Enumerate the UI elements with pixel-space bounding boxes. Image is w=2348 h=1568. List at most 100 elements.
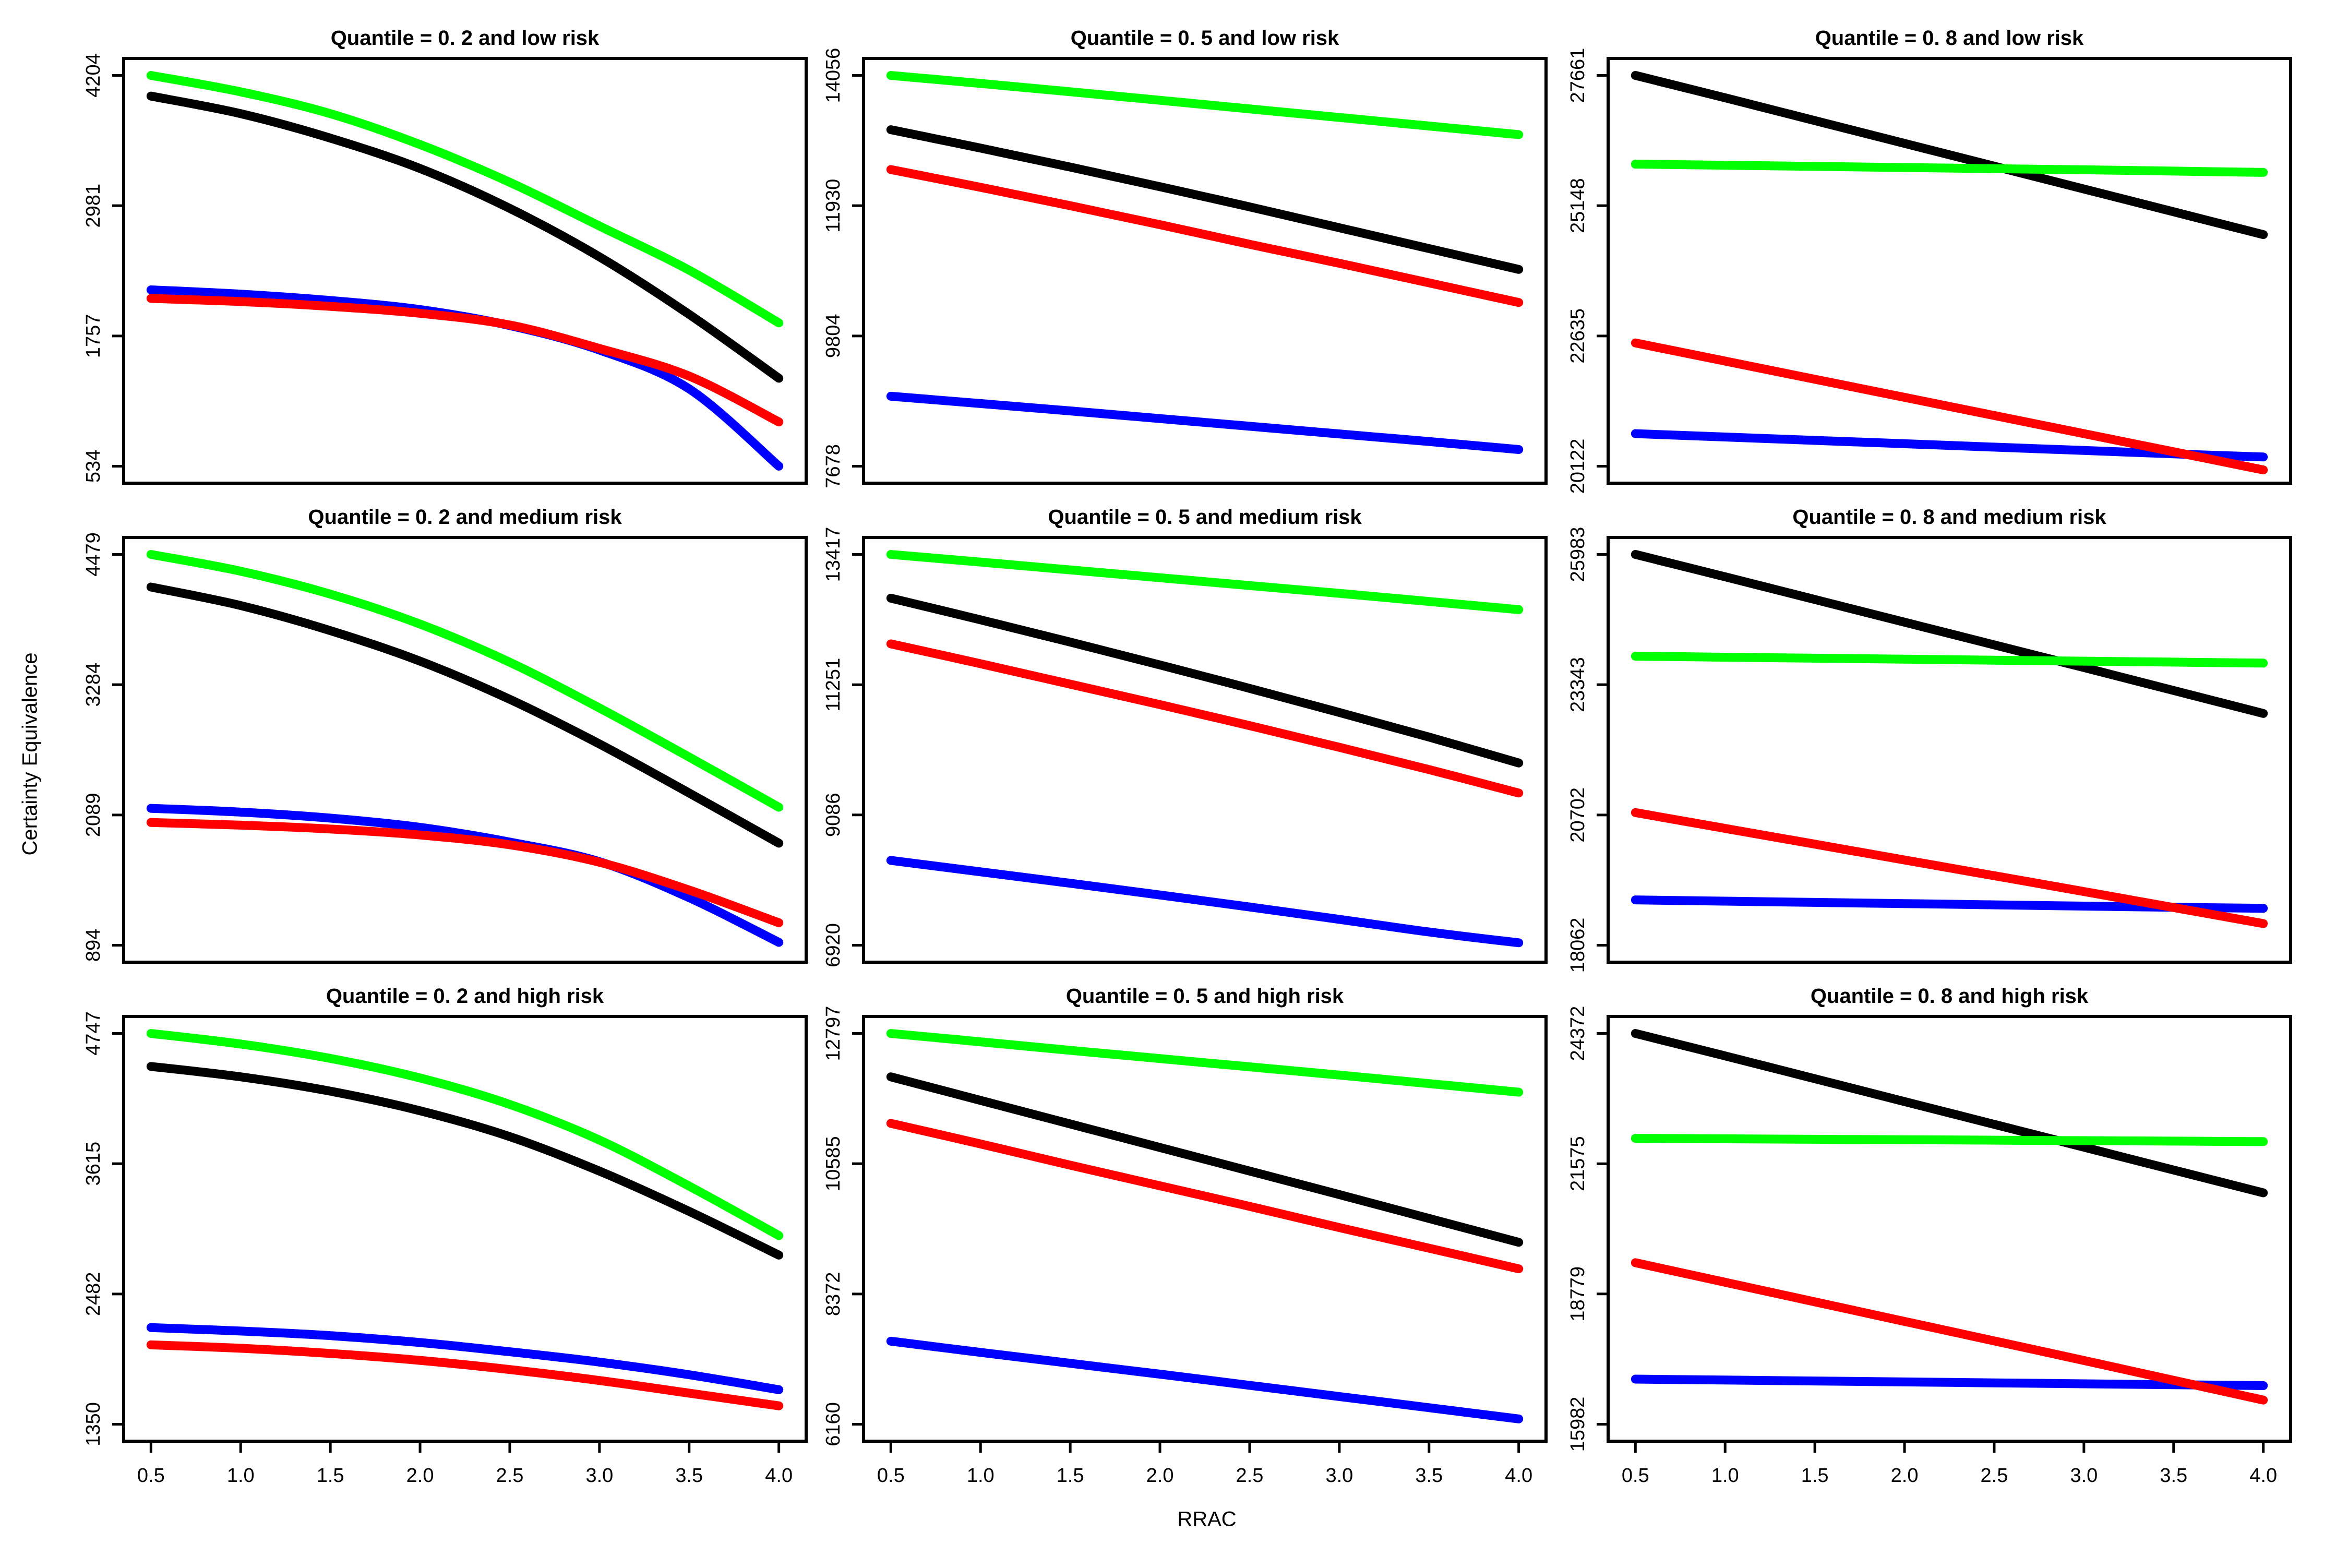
y-tick-label: 534 <box>82 450 104 483</box>
x-tick-label: 1.5 <box>1057 1465 1084 1487</box>
y-tick-label: 27661 <box>1567 48 1589 103</box>
series-line-green <box>146 550 784 812</box>
x-tick-label: 0.5 <box>877 1465 905 1487</box>
y-tick-label: 23343 <box>1567 657 1589 712</box>
y-tick-label: 894 <box>82 929 104 962</box>
x-tick-label: 3.0 <box>1325 1465 1353 1487</box>
x-tick-label: 0.5 <box>137 1465 165 1487</box>
series-line-black <box>1631 550 2268 718</box>
x-tick-label: 1.5 <box>1801 1465 1829 1487</box>
panel-title: Quantile = 0. 2 and high risk <box>326 985 604 1008</box>
series-line-black <box>886 1072 1524 1247</box>
y-tick-label: 18779 <box>1567 1266 1589 1322</box>
panel-quantile-0-2-and-high-risk: Quantile = 0. 2 and high risk 1350 2482 361… <box>82 985 808 1487</box>
series-line-blue <box>146 1323 784 1394</box>
series-line-green <box>1631 160 2268 177</box>
x-tick-label: 1.0 <box>227 1465 255 1487</box>
y-tick-label: 4479 <box>82 532 104 577</box>
panel-quantile-0-2-and-low-risk: Quantile = 0. 2 and low risk 534 1757 2981 4… <box>82 27 808 485</box>
y-axis-label: Certainty Equivalence <box>18 652 42 856</box>
x-tick-label: 2.5 <box>1236 1465 1264 1487</box>
panel-quantile-0-5-and-low-risk: Quantile = 0. 5 and low risk 7678 9804 1193… <box>822 27 1548 488</box>
y-tick-label: 13417 <box>822 527 844 582</box>
y-tick-label: 9086 <box>822 793 844 837</box>
plot-box <box>1607 536 2292 964</box>
x-tick-label: 2.0 <box>1146 1465 1174 1487</box>
y-tick-label: 11251 <box>822 658 844 712</box>
plot-box <box>122 1015 808 1443</box>
x-tick-label: 1.5 <box>317 1465 344 1487</box>
y-tick-label: 3284 <box>82 663 104 707</box>
series-line-red <box>886 165 1524 307</box>
series-line-blue <box>146 804 784 947</box>
x-tick-label: 1.0 <box>1711 1465 1739 1487</box>
x-tick-label: 1.0 <box>967 1465 995 1487</box>
x-tick-label: 0.5 <box>1622 1465 1649 1487</box>
series-line-red <box>886 1119 1524 1274</box>
series-line-red <box>886 639 1524 798</box>
series-line-red <box>146 294 784 427</box>
series-line-red <box>1631 808 2268 928</box>
series-line-red <box>146 818 784 927</box>
series-line-black <box>886 125 1524 274</box>
y-tick-label: 11930 <box>822 179 844 233</box>
panel-quantile-0-5-and-high-risk: Quantile = 0. 5 and high risk 6160 8372 105… <box>822 985 1548 1487</box>
x-tick-label: 2.0 <box>406 1465 434 1487</box>
plot-box <box>862 1015 1548 1443</box>
series-line-blue <box>886 1336 1524 1423</box>
x-tick-label: 4.0 <box>2249 1465 2277 1487</box>
y-tick-label: 15982 <box>1567 1397 1589 1452</box>
series-line-green <box>146 1029 784 1240</box>
y-tick-label: 9804 <box>822 314 844 358</box>
x-tick-label: 4.0 <box>765 1465 793 1487</box>
x-axis-label: RRAC <box>1177 1507 1237 1531</box>
y-tick-label: 18062 <box>1567 918 1589 973</box>
panel-title: Quantile = 0. 8 and medium risk <box>1792 506 2106 529</box>
panel-title: Quantile = 0. 2 and low risk <box>331 27 600 50</box>
y-tick-label: 25148 <box>1567 178 1589 233</box>
y-tick-label: 22635 <box>1567 308 1589 364</box>
plot-box <box>1607 57 2292 485</box>
series-line-black <box>1631 1029 2268 1198</box>
y-tick-label: 10585 <box>822 1136 844 1191</box>
plot-box <box>862 536 1548 964</box>
y-tick-label: 24372 <box>1567 1006 1589 1061</box>
y-tick-label: 1757 <box>82 314 104 358</box>
x-tick-label: 3.0 <box>2070 1465 2098 1487</box>
y-tick-label: 8372 <box>822 1272 844 1316</box>
y-tick-label: 14056 <box>822 48 844 103</box>
panel-title: Quantile = 0. 8 and low risk <box>1815 27 2084 50</box>
y-tick-label: 20702 <box>1567 787 1589 843</box>
series-line-blue <box>1631 1374 2268 1390</box>
panel-quantile-0-5-and-medium-risk: Quantile = 0. 5 and medium risk 6920 9086 1… <box>822 506 1548 967</box>
panel-quantile-0-2-and-medium-risk: Quantile = 0. 2 and medium risk 894 2089 32… <box>82 506 808 964</box>
y-tick-label: 7678 <box>822 444 844 488</box>
plot-box <box>862 57 1548 485</box>
series-line-green <box>886 1029 1524 1097</box>
panel-title: Quantile = 0. 8 and high risk <box>1811 985 2089 1008</box>
x-tick-label: 2.0 <box>1891 1465 1919 1487</box>
x-tick-label: 3.5 <box>2160 1465 2187 1487</box>
y-tick-label: 21575 <box>1567 1136 1589 1191</box>
series-line-black <box>1631 71 2268 240</box>
y-tick-label: 2089 <box>82 793 104 837</box>
y-tick-label: 25983 <box>1567 527 1589 582</box>
panel-quantile-0-8-and-low-risk: Quantile = 0. 8 and low risk 20122 22635 25… <box>1567 27 2292 494</box>
panel-title: Quantile = 0. 2 and medium risk <box>308 506 622 529</box>
series-line-blue <box>886 391 1524 454</box>
panel-title: Quantile = 0. 5 and high risk <box>1066 985 1344 1008</box>
series-line-green <box>146 71 784 328</box>
series-line-black <box>886 593 1524 768</box>
y-tick-label: 12797 <box>822 1006 844 1061</box>
x-tick-label: 4.0 <box>1505 1465 1532 1487</box>
series-line-green <box>886 71 1524 139</box>
x-tick-label: 3.0 <box>585 1465 613 1487</box>
y-tick-label: 2482 <box>82 1272 104 1316</box>
y-tick-label: 4204 <box>82 53 104 98</box>
y-tick-label: 1350 <box>82 1402 104 1446</box>
plot-box <box>1607 1015 2292 1443</box>
series-line-black <box>146 1062 784 1260</box>
y-tick-label: 6920 <box>822 923 844 967</box>
panel-title: Quantile = 0. 5 and low risk <box>1071 27 1339 50</box>
